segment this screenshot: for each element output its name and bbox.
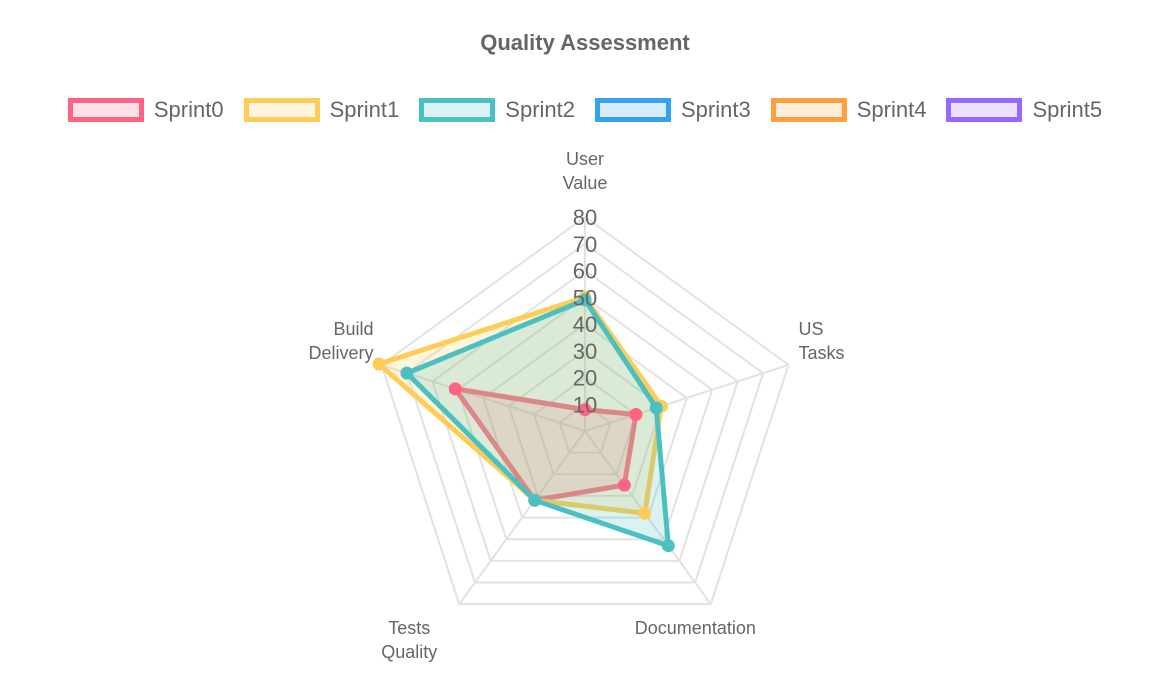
legend-swatch (419, 98, 496, 122)
tick-label: 20 (573, 366, 597, 391)
legend-label: Sprint4 (856, 97, 927, 122)
grid-ring (532, 376, 638, 476)
legend-swatch (595, 98, 671, 122)
data-point-sprint2 (649, 401, 663, 415)
legend-label: Sprint1 (329, 97, 400, 122)
axis-label: Tasks (799, 343, 845, 363)
legend-label: Sprint5 (1032, 97, 1103, 122)
axis-label: User (566, 149, 604, 169)
axis-label: Tests (388, 618, 430, 638)
data-point-sprint2 (578, 293, 592, 307)
data-point-sprint1 (372, 357, 386, 371)
grid-ring (380, 215, 790, 606)
axis-label: Value (563, 173, 608, 193)
axis-label: US (799, 319, 824, 339)
tick-label: 70 (573, 232, 597, 257)
data-point-sprint2 (400, 366, 414, 380)
axis-label: Build (333, 319, 373, 339)
grid-spoke (584, 363, 789, 432)
axis-labels: User Value US Tasks Documentation Tests Qualit… (308, 149, 844, 662)
grid-ring (558, 403, 612, 454)
grid-spoke (458, 430, 586, 605)
data-point-sprint2 (661, 539, 675, 553)
data-point-sprint2 (528, 493, 542, 507)
axis-label: Delivery (308, 343, 373, 363)
chart-title: Quality Assessment (480, 30, 690, 55)
data-point-sprint0 (629, 407, 643, 421)
series-area-sprint2 (404, 297, 671, 549)
data-point-sprint1 (638, 506, 652, 520)
tick-label: 10 (573, 392, 597, 417)
data-point-sprint0 (578, 403, 592, 417)
legend-label: Sprint0 (153, 97, 224, 122)
radar-datasets (372, 290, 675, 553)
legend-swatch (770, 98, 847, 122)
grid-ring (405, 242, 765, 584)
tick-label: 40 (573, 312, 597, 337)
axis-label: Quality (381, 642, 437, 662)
legend-item-sprint4[interactable]: Sprint4 (770, 97, 927, 123)
data-point-sprint0 (617, 478, 631, 492)
series-area-sprint1 (376, 294, 664, 516)
legend-swatch (243, 98, 320, 122)
legend-swatch (946, 98, 1023, 122)
legend-item-sprint1[interactable]: Sprint1 (243, 97, 400, 123)
legend-label: Sprint3 (681, 97, 751, 122)
grid-ring (456, 296, 714, 541)
legend: Sprint0 Sprint1 Sprint2 Sprint3 Sprint4 Sprin… (0, 90, 1170, 130)
tick-label: 30 (573, 339, 597, 364)
tick-label: 60 (573, 259, 597, 284)
axis-label: Documentation (635, 618, 756, 638)
legend-item-sprint2[interactable]: Sprint2 (419, 97, 575, 123)
legend-item-sprint3[interactable]: Sprint3 (595, 97, 751, 123)
grid-ring (431, 269, 739, 562)
legend-label: Sprint2 (505, 97, 575, 122)
legend-item-sprint5[interactable]: Sprint5 (946, 97, 1102, 123)
series-area-sprint0 (452, 386, 639, 503)
grid-spoke (381, 363, 586, 432)
tick-label: 50 (573, 285, 597, 310)
tick-label: 80 (573, 205, 597, 230)
data-point-sprint0 (448, 382, 462, 396)
legend-item-sprint0[interactable]: Sprint0 (67, 97, 224, 123)
legend-swatch (67, 98, 144, 122)
